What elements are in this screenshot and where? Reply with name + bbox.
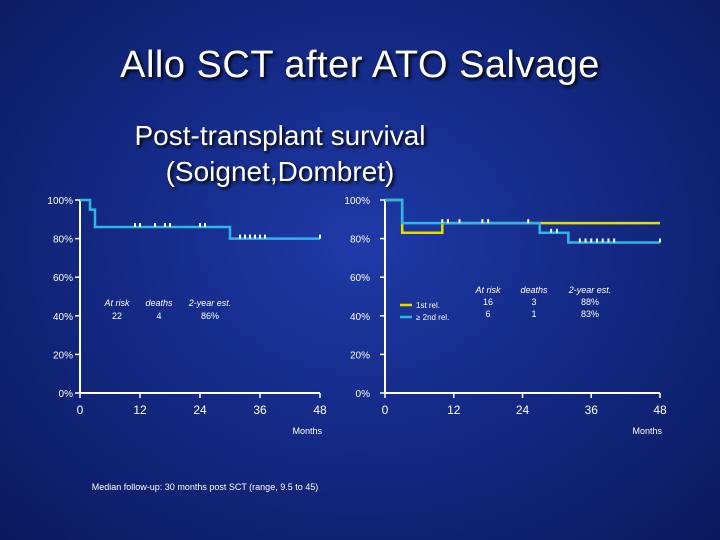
x-tick-label: 12 [447,403,461,417]
table-header: At risk [103,298,130,308]
table-cell: 16 [483,297,493,307]
survival-curve-1 [80,198,320,240]
x-tick-label: 48 [313,403,327,417]
survival-curve-2 [385,198,660,244]
subtitle-line-2: (Soignet,Dombret) [165,156,395,187]
table-cell: 83% [581,309,599,319]
footnote: Median follow-up: 30 months post SCT (ra… [92,482,318,492]
table-header: 2-year est. [188,298,232,308]
slide-subtitle: Post-transplant survival (Soignet,Dombre… [60,118,500,190]
table-cell: 88% [581,297,599,307]
x-axis-label: Months [632,426,662,436]
table-cell: 1 [531,309,536,319]
table-header: deaths [145,298,173,308]
y-tick-label: 60% [53,273,73,284]
y-tick-label: 100% [47,196,73,207]
x-tick-label: 24 [193,403,207,417]
y-tick-label: 0% [356,389,371,400]
table-header: 2-year est. [568,285,612,295]
slide-title: Allo SCT after ATO Salvage [120,44,600,86]
x-tick-label: 24 [516,403,530,417]
x-tick-label: 48 [653,403,667,417]
table-header: deaths [520,285,548,295]
y-tick-label: 20% [350,350,370,361]
table-cell: 4 [156,311,161,321]
left-survival-chart: 0% 20% 40% 60% 80% 100% 0 12 24 36 48 Months At risk… [47,196,327,436]
y-tick-label: 20% [53,350,73,361]
x-axis-label: Months [292,426,322,436]
legend-label: ≥ 2nd rel. [416,313,449,322]
x-tick-label: 0 [77,403,84,417]
survival-curve-1 [385,198,660,235]
x-tick-label: 36 [253,403,267,417]
y-tick-label: 40% [53,312,73,323]
table-cell: 86% [201,311,219,321]
y-tick-label: 100% [344,196,370,207]
table-header: At risk [474,285,501,295]
y-tick-label: 80% [53,235,73,246]
y-tick-label: 40% [350,312,370,323]
x-tick-label: 36 [585,403,599,417]
table-cell: 3 [531,297,536,307]
y-tick-label: 60% [350,273,370,284]
y-tick-label: 0% [59,389,74,400]
subtitle-line-1: Post-transplant survival [134,120,426,151]
x-tick-label: 12 [133,403,147,417]
legend-label: 1st rel. [416,301,440,310]
y-tick-label: 80% [350,235,370,246]
table-cell: 22 [112,311,122,321]
table-cell: 6 [485,309,490,319]
x-tick-label: 0 [382,403,389,417]
